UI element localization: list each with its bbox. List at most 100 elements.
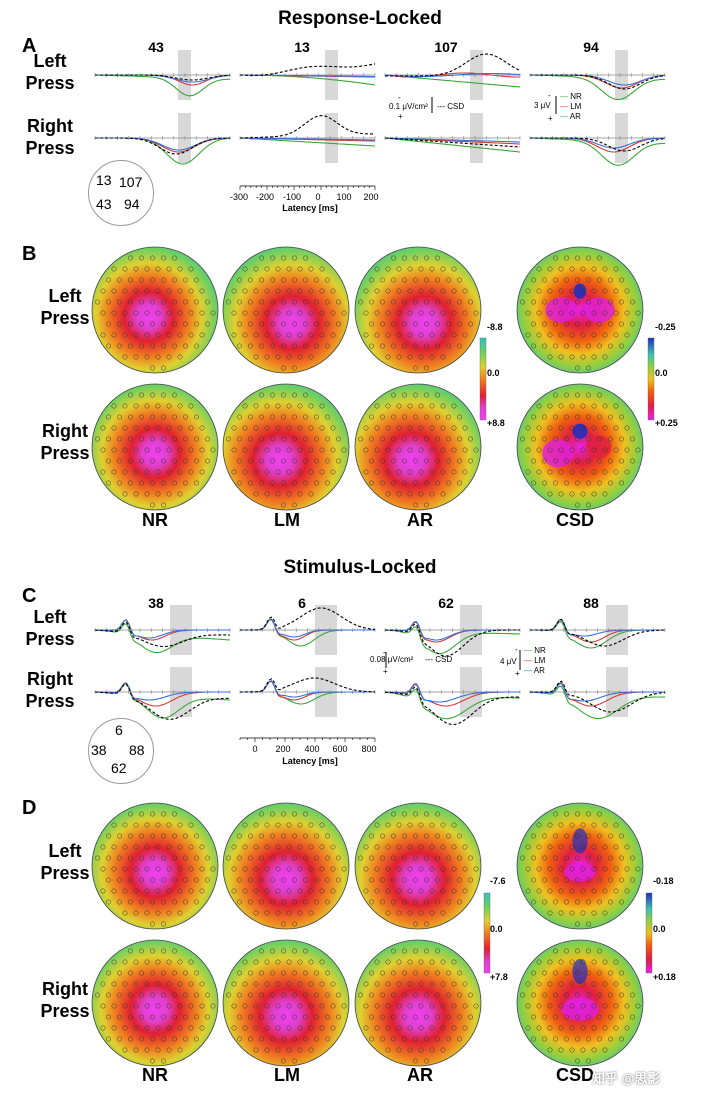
electrode-site bbox=[237, 343, 242, 349]
trace-ar bbox=[385, 621, 520, 641]
electrode-site bbox=[396, 469, 402, 475]
electrode-site bbox=[205, 992, 210, 998]
electrode-site bbox=[253, 491, 259, 497]
electrode-site bbox=[303, 1036, 308, 1042]
electrode-site bbox=[413, 436, 418, 442]
electrode-site bbox=[281, 255, 286, 261]
electrode-site bbox=[363, 447, 369, 453]
electrode-site bbox=[166, 844, 172, 850]
electrode-site bbox=[100, 866, 106, 872]
electrode-site bbox=[286, 959, 292, 965]
electrode-site bbox=[139, 277, 144, 283]
electrode-site bbox=[531, 1036, 536, 1042]
electrode-site bbox=[619, 480, 624, 486]
electrode-site bbox=[630, 992, 635, 998]
electrode-grid bbox=[520, 255, 641, 371]
map-col-label: LM bbox=[274, 510, 300, 530]
electrode-site bbox=[435, 833, 440, 839]
electrode-site bbox=[525, 844, 531, 850]
electrode-site bbox=[150, 436, 155, 442]
electrode-site bbox=[248, 1014, 253, 1020]
electrode-site bbox=[281, 1036, 286, 1042]
electrode-site bbox=[275, 403, 281, 409]
electrode-site bbox=[542, 1014, 547, 1020]
electrode-site bbox=[264, 425, 270, 431]
electrode-site bbox=[237, 321, 242, 327]
electrode-site bbox=[468, 877, 473, 883]
electrode-site bbox=[446, 321, 451, 327]
electrode-site bbox=[407, 266, 413, 272]
electrode-site bbox=[144, 910, 150, 916]
electrode-site bbox=[575, 299, 580, 305]
electrode-grid bbox=[358, 811, 479, 927]
electrode-site bbox=[608, 321, 613, 327]
row-label-line: Press bbox=[40, 1001, 90, 1021]
csd-legend-text: CSD bbox=[447, 102, 465, 111]
trace-csd bbox=[530, 680, 666, 713]
map-col-label: NR bbox=[142, 510, 168, 530]
electrode-site bbox=[580, 910, 586, 916]
electrode-site bbox=[199, 447, 205, 453]
electrode-site bbox=[473, 866, 479, 872]
electrode-site bbox=[369, 1036, 374, 1042]
electrode-site bbox=[275, 354, 281, 360]
electrode-site bbox=[418, 354, 424, 360]
electrode-site bbox=[177, 447, 183, 453]
electrode-site bbox=[259, 970, 264, 976]
electrode-site bbox=[106, 899, 111, 905]
electrode-site bbox=[407, 910, 413, 916]
electrode-site bbox=[558, 491, 564, 497]
electrode-site bbox=[363, 469, 369, 475]
electrode-site bbox=[575, 255, 580, 261]
electrode-site bbox=[253, 910, 259, 916]
electrode-site bbox=[286, 981, 292, 987]
electrode-site bbox=[330, 888, 336, 894]
electrode-site bbox=[374, 866, 380, 872]
electrode-site bbox=[128, 1014, 133, 1020]
electrode-site bbox=[586, 970, 591, 976]
scalp-map bbox=[91, 383, 219, 511]
electrode-site bbox=[580, 491, 586, 497]
electrode-site bbox=[117, 299, 122, 305]
electrode-site bbox=[183, 1036, 188, 1042]
electrode-site bbox=[188, 981, 194, 987]
electrode-site bbox=[95, 299, 100, 305]
electrode-site bbox=[418, 425, 424, 431]
electrode-site bbox=[150, 992, 155, 998]
electrode-site bbox=[325, 970, 330, 976]
electrode-site bbox=[303, 1014, 308, 1020]
electrode-site bbox=[435, 877, 440, 883]
electrode-site bbox=[259, 299, 264, 305]
electrode-site bbox=[111, 469, 117, 475]
electrode-site bbox=[161, 277, 166, 283]
electrode-site bbox=[308, 469, 314, 475]
electrode-site bbox=[188, 266, 194, 272]
electrode-site bbox=[473, 447, 479, 453]
electrode-site bbox=[155, 866, 161, 872]
electrode-site bbox=[242, 288, 248, 294]
electrode-label: 38 bbox=[91, 742, 107, 758]
electrode-site bbox=[303, 833, 308, 839]
csd-scale-a: 0.1 μV/cm² bbox=[389, 102, 428, 111]
electrode-site bbox=[139, 877, 144, 883]
electrode-site bbox=[122, 425, 128, 431]
electrode-grid bbox=[358, 948, 479, 1064]
electrode-site bbox=[580, 332, 586, 338]
electrode-site bbox=[242, 447, 248, 453]
csd-legend-text: CSD bbox=[435, 655, 453, 664]
electrode-site bbox=[259, 948, 264, 954]
electrode-site bbox=[624, 1003, 630, 1009]
electrode-site bbox=[424, 1014, 429, 1020]
electrode-site bbox=[330, 310, 336, 316]
electrode-site bbox=[308, 822, 314, 828]
electrode-site bbox=[575, 458, 580, 464]
electrode-site bbox=[319, 866, 325, 872]
electrode-site bbox=[231, 447, 237, 453]
electrode-site bbox=[270, 414, 275, 420]
electrode-site bbox=[133, 354, 139, 360]
electrode-site bbox=[536, 332, 542, 338]
electrode-site bbox=[531, 1014, 536, 1020]
electrode-site bbox=[468, 1014, 473, 1020]
electrode-site bbox=[402, 1014, 407, 1020]
electrode-site bbox=[630, 458, 635, 464]
